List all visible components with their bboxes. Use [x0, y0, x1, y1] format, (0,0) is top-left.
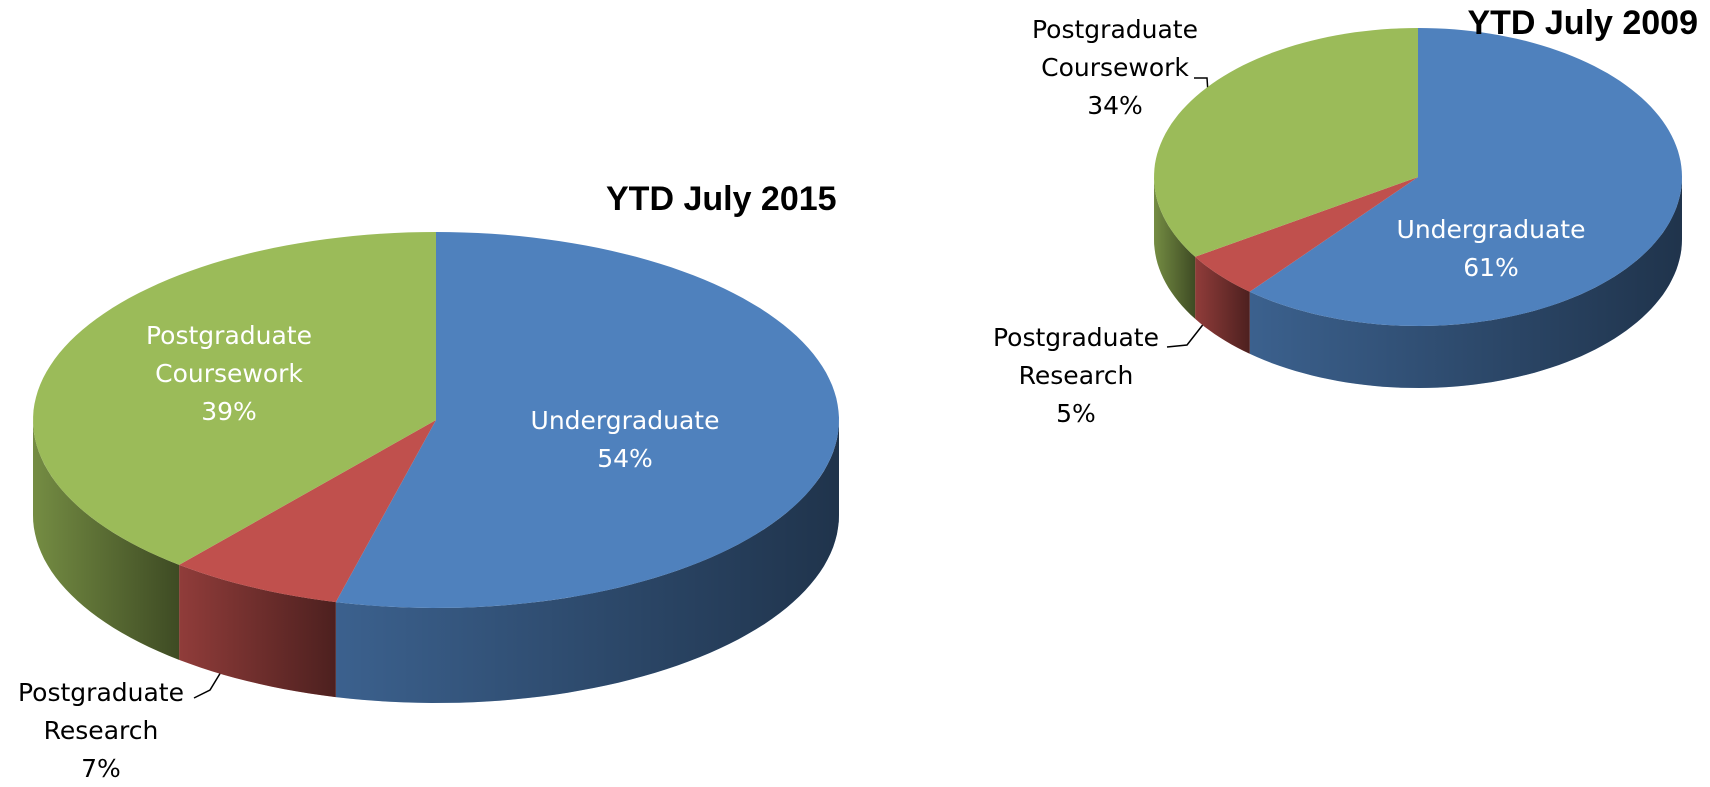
- chart-title: YTD July 2009: [1467, 4, 1698, 42]
- data-label: Postgraduate Research 5%: [966, 319, 1186, 433]
- data-label: Undergraduate 61%: [1381, 211, 1601, 287]
- pie-slice: [179, 420, 436, 603]
- pie-side-shade: [33, 420, 180, 660]
- data-label: Undergraduate 54%: [515, 402, 735, 478]
- leader-line: [1166, 321, 1206, 348]
- value-label: 54%: [597, 444, 653, 473]
- category-label: Undergraduate: [1396, 215, 1586, 244]
- pie-slice: [1195, 177, 1418, 292]
- category-label: Postgraduate Coursework: [1032, 15, 1198, 82]
- pie-slice: [1154, 28, 1418, 257]
- pie-side-shade: [1195, 256, 1250, 354]
- pie-side-shade: [1249, 177, 1682, 388]
- value-label: 5%: [1056, 399, 1096, 428]
- value-label: 61%: [1463, 253, 1519, 282]
- data-label: Postgraduate Coursework 34%: [1005, 11, 1225, 125]
- pie-side-shade: [179, 564, 336, 698]
- value-label: 34%: [1087, 91, 1143, 120]
- leader-line: [193, 666, 225, 699]
- category-label: Postgraduate Research: [993, 323, 1159, 390]
- value-label: 7%: [81, 754, 121, 783]
- pie-side-shade: [335, 420, 839, 703]
- data-label: Postgraduate Research 7%: [0, 674, 211, 787]
- category-label: Postgraduate Coursework: [146, 321, 312, 388]
- category-label: Postgraduate Research: [18, 678, 184, 745]
- pie-slice: [1249, 28, 1682, 326]
- pie-slice: [33, 232, 436, 565]
- chart-title: YTD July 2015: [606, 180, 837, 218]
- value-label: 39%: [201, 397, 257, 426]
- pie-side-shade: [1154, 177, 1196, 319]
- data-label: Postgraduate Coursework 39%: [119, 317, 339, 431]
- pie-slice: [335, 232, 839, 608]
- category-label: Undergraduate: [530, 406, 720, 435]
